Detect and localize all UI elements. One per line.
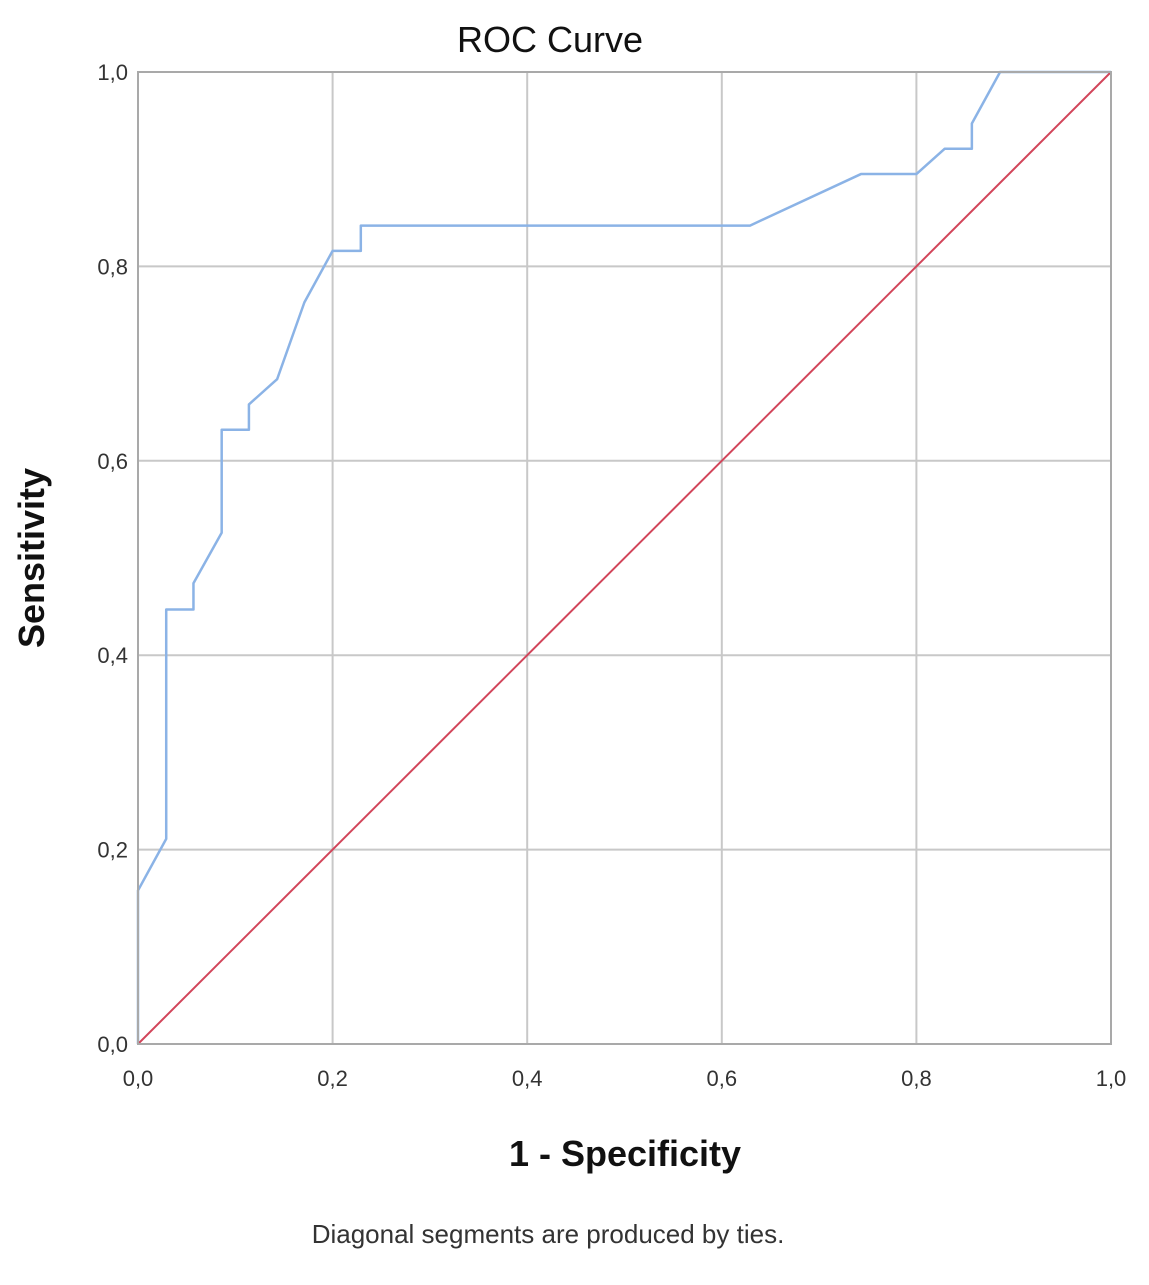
y-tick-label: 0,0 bbox=[97, 1032, 128, 1057]
x-axis-title: 1 - Specificity bbox=[509, 1133, 741, 1174]
y-tick-label: 0,8 bbox=[97, 254, 128, 279]
x-tick-label: 0,6 bbox=[707, 1066, 738, 1091]
x-tick-label: 0,0 bbox=[123, 1066, 154, 1091]
chart-title: ROC Curve bbox=[457, 19, 643, 60]
y-tick-label: 0,4 bbox=[97, 643, 128, 668]
y-tick-labels: 0,0 0,2 0,4 0,6 0,8 1,0 bbox=[97, 60, 128, 1057]
y-tick-label: 0,6 bbox=[97, 449, 128, 474]
chart-footnote: Diagonal segments are produced by ties. bbox=[312, 1219, 785, 1249]
x-tick-label: 0,8 bbox=[901, 1066, 932, 1091]
grid-lines bbox=[137, 71, 1112, 1045]
x-tick-label: 1,0 bbox=[1096, 1066, 1127, 1091]
x-tick-labels: 0,0 0,2 0,4 0,6 0,8 1,0 bbox=[123, 1066, 1127, 1091]
roc-curve-line bbox=[136, 70, 1111, 1044]
y-tick-label: 0,2 bbox=[97, 838, 128, 863]
x-tick-label: 0,4 bbox=[512, 1066, 543, 1091]
y-tick-label: 1,0 bbox=[97, 60, 128, 85]
reference-diagonal-line bbox=[137, 71, 1112, 1045]
y-axis-title: Sensitivity bbox=[11, 468, 52, 648]
series-layer bbox=[136, 70, 1112, 1045]
x-tick-label: 0,2 bbox=[317, 1066, 348, 1091]
plot-frame bbox=[137, 71, 1112, 1045]
